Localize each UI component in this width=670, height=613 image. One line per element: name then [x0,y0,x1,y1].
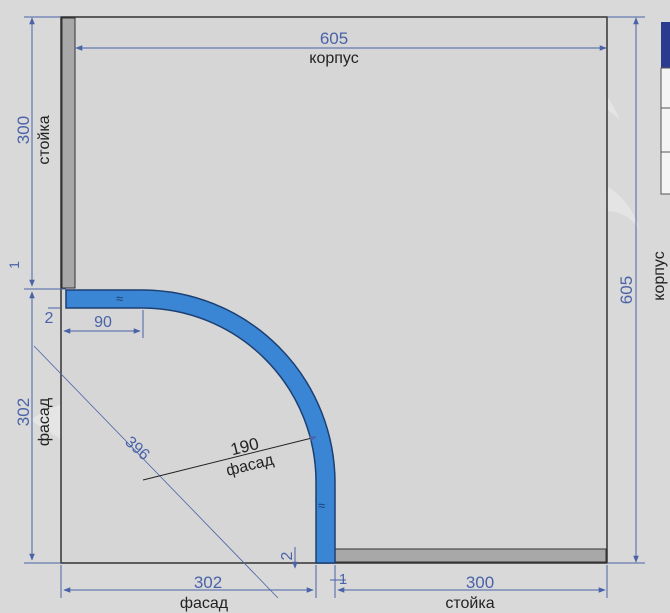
gap-bottom-value: 2 [279,551,296,560]
korpus-width-value: 605 [320,29,348,48]
facade-mark-bottom: ≈ [318,498,325,513]
korpus-height-label: корпус [651,251,668,300]
facade-bottom-value: 302 [194,573,222,592]
korpus-width-label: корпус [309,50,358,67]
curved-facade [65,289,336,564]
stoika-top-value: 300 [14,116,33,144]
stoika-bottom-panel [334,548,607,563]
facade-left-value: 302 [14,398,33,426]
stoika-top-panel [61,17,76,289]
korpus-height-value: 605 [617,276,636,304]
thickness-top-value: 1 [6,261,22,269]
gap-top-left-value: 2 [45,310,54,327]
stoika-bottom-label: стойка [445,595,494,612]
stoika-bottom-value: 300 [466,573,494,592]
legend-table [660,22,670,195]
facade-mark-top: ≈ [116,291,123,306]
facade-left-label: фасад [36,397,53,446]
dimension-lines [24,16,645,599]
thickness-bottom-value: 1 [339,571,347,588]
stoika-top-label: стойка [36,115,53,164]
offset-top-value: 90 [94,314,112,331]
facade-bottom-label: фасад [180,595,229,612]
